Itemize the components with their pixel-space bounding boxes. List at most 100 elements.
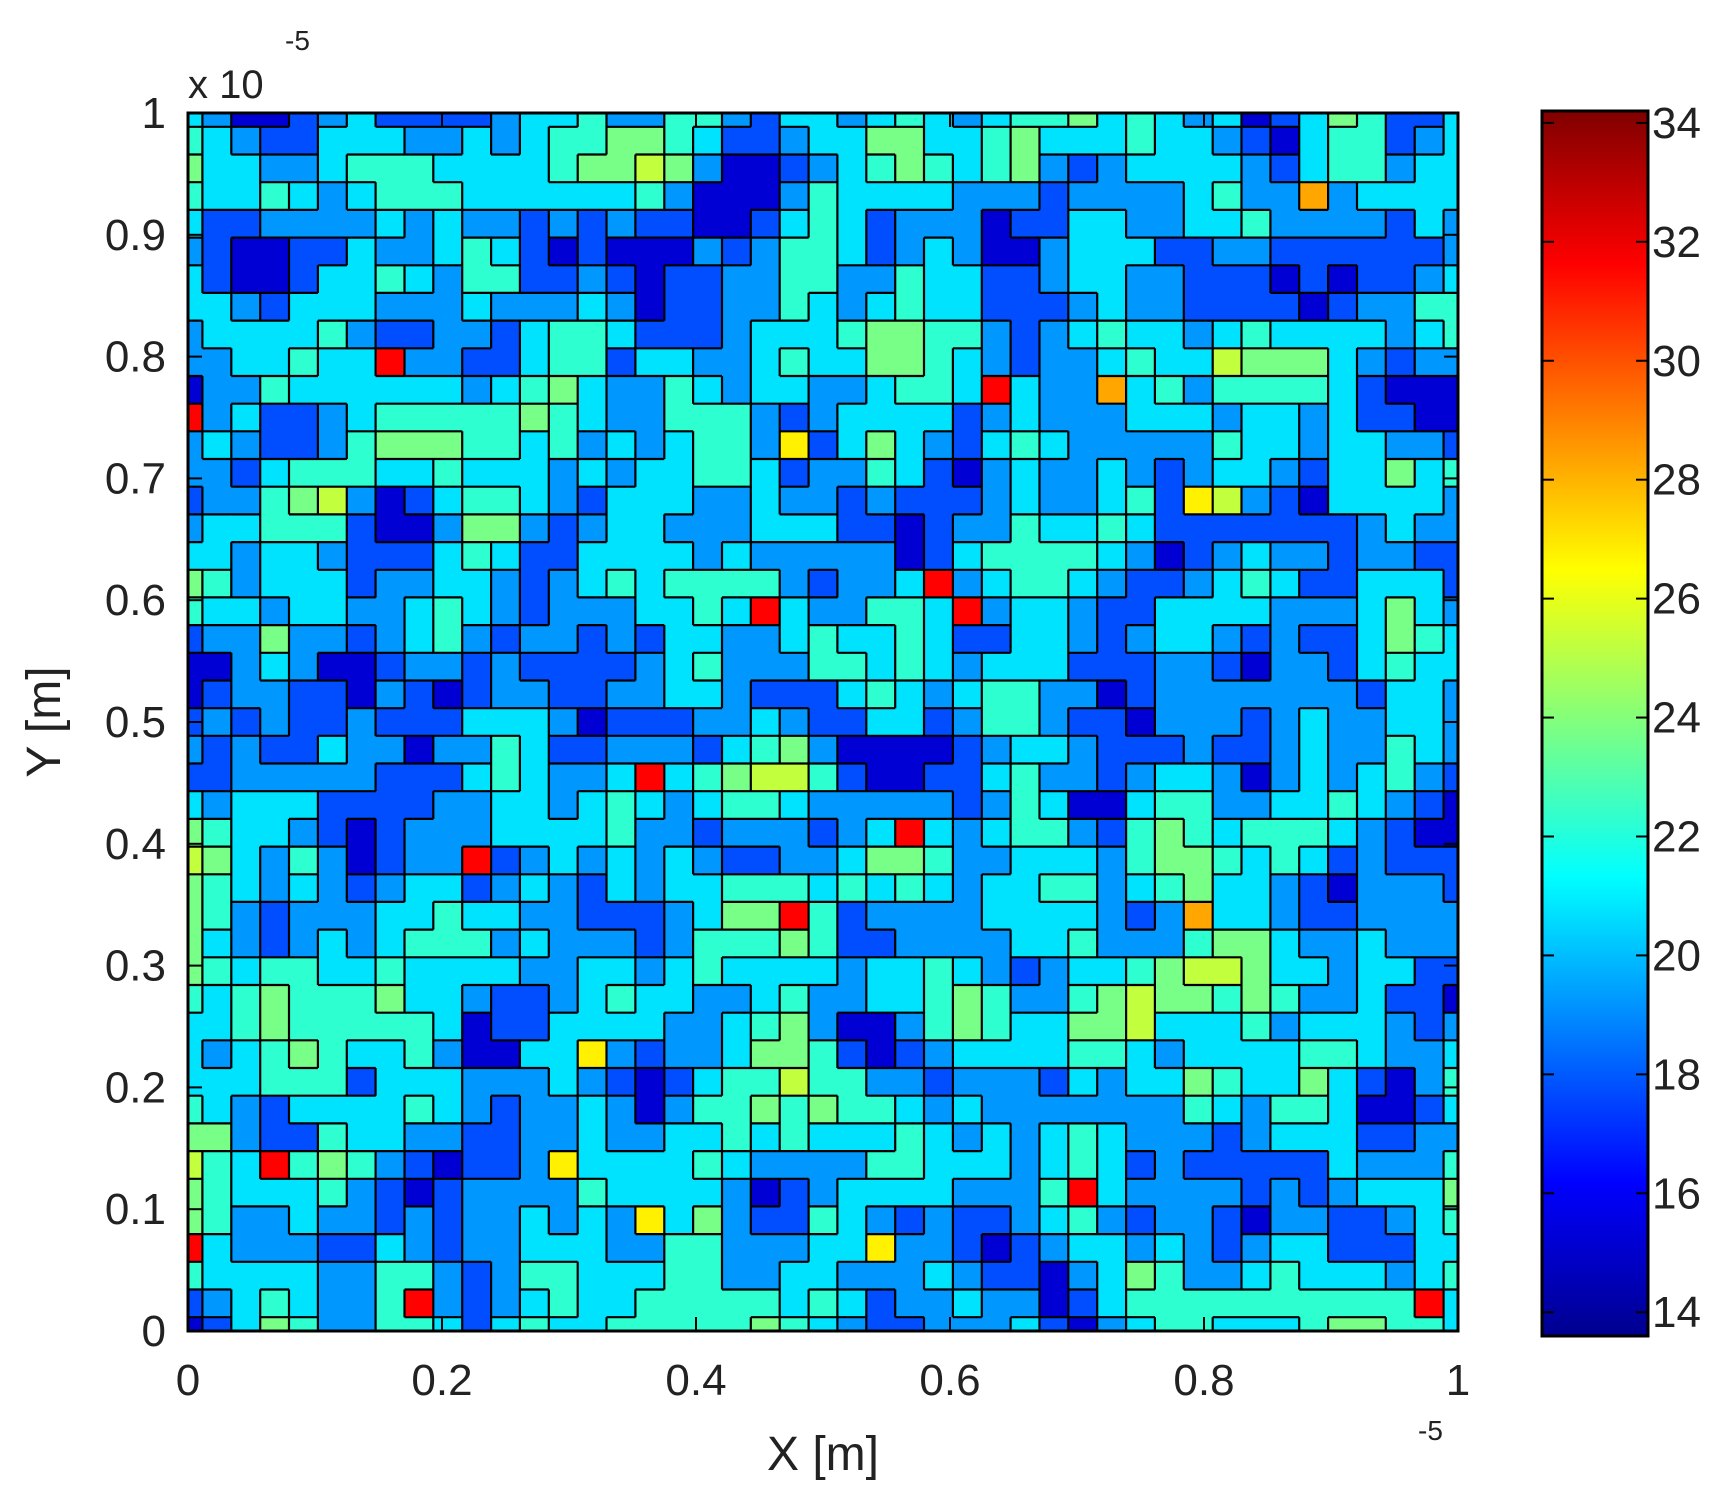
contour-cell <box>1443 542 1458 571</box>
contour-cell <box>519 929 550 958</box>
contour-cell <box>1414 113 1445 128</box>
contour-cell <box>404 708 434 737</box>
contour-cell <box>1097 459 1127 488</box>
contour-cell <box>375 763 406 792</box>
contour-cell <box>693 154 723 183</box>
contour-cell <box>404 763 434 792</box>
contour-cell <box>837 1178 867 1208</box>
contour-cell <box>750 957 781 986</box>
contour-cell <box>1010 182 1041 211</box>
contour-cell <box>866 929 896 958</box>
colorbar-tick-label: 18 <box>1652 1050 1701 1099</box>
contour-cell <box>1385 957 1416 986</box>
contour-cell <box>1068 1289 1098 1318</box>
contour-cell <box>491 846 521 875</box>
contour-cell <box>1414 1234 1445 1263</box>
contour-cell <box>1212 1040 1243 1069</box>
contour-cell <box>317 1040 348 1069</box>
contour-cell <box>1183 348 1214 377</box>
contour-cell <box>664 486 694 515</box>
contour-cell <box>1357 514 1387 543</box>
contour-cell <box>188 901 204 931</box>
contour-cell <box>606 1151 636 1180</box>
contour-cell <box>188 735 204 765</box>
contour-cell <box>1414 1317 1445 1331</box>
contour-cell <box>231 1234 261 1263</box>
contour-cell <box>1385 791 1416 820</box>
contour-cell <box>519 292 550 322</box>
contour-cell <box>924 1123 954 1152</box>
contour-cell <box>1443 486 1458 515</box>
contour-cell <box>1010 265 1041 294</box>
contour-cell <box>346 1289 377 1318</box>
contour-cell <box>952 1234 983 1263</box>
contour-cell <box>375 1095 406 1124</box>
contour-cell <box>1414 320 1445 349</box>
contour-cell <box>895 292 925 322</box>
contour-cell <box>1328 763 1358 792</box>
contour-cell <box>1414 929 1445 958</box>
contour-cell <box>1270 459 1300 488</box>
contour-cell <box>1068 985 1098 1014</box>
contour-cell <box>952 985 983 1014</box>
contour-cell <box>635 625 665 654</box>
contour-cell <box>260 542 290 571</box>
contour-cell <box>722 569 752 599</box>
contour-cell <box>491 1234 521 1263</box>
contour-cell <box>1443 569 1458 599</box>
contour-cell <box>1414 901 1445 931</box>
contour-cell <box>375 1317 406 1331</box>
contour-cell <box>1357 985 1387 1014</box>
contour-cell <box>895 542 925 571</box>
contour-cell <box>404 1289 434 1318</box>
contour-cell <box>1299 431 1329 460</box>
contour-cell <box>664 1206 694 1235</box>
contour-cell <box>1241 1261 1271 1291</box>
contour-cell <box>722 1261 752 1291</box>
contour-cell <box>1385 431 1416 460</box>
contour-cell <box>1241 818 1271 848</box>
contour-cell <box>231 901 261 931</box>
contour-cell <box>693 929 723 958</box>
contour-cell <box>866 1261 896 1291</box>
contour-cell <box>808 708 839 737</box>
contour-cell <box>188 1178 204 1208</box>
contour-cell <box>1039 1261 1069 1291</box>
contour-cell <box>1154 209 1185 239</box>
contour-cell <box>1212 182 1243 211</box>
contour-cell <box>952 459 983 488</box>
contour-cell <box>548 763 579 792</box>
contour-cell <box>750 597 781 626</box>
contour-cell <box>548 1095 579 1124</box>
plot-area <box>186 111 1460 1333</box>
contour-cell <box>202 625 232 654</box>
contour-cell <box>433 154 463 183</box>
contour-cell <box>1097 320 1127 349</box>
contour-cell <box>1154 486 1185 515</box>
contour-cell <box>1270 874 1300 903</box>
contour-cell <box>231 154 261 183</box>
contour-cell <box>519 735 550 765</box>
contour-cell <box>577 1206 608 1235</box>
contour-cell <box>1039 763 1069 792</box>
contour-cell <box>1010 431 1041 460</box>
contour-cell <box>1010 376 1041 405</box>
contour-cell <box>895 1095 925 1124</box>
contour-cell <box>1414 542 1445 571</box>
contour-cell <box>462 929 492 958</box>
contour-cell <box>1097 376 1127 405</box>
contour-cell <box>664 818 694 848</box>
contour-cell <box>693 680 723 709</box>
contour-cell <box>693 597 723 626</box>
contour-cell <box>1414 431 1445 460</box>
contour-cell <box>577 1289 608 1318</box>
contour-cell <box>317 597 348 626</box>
contour-cell <box>260 403 290 432</box>
contour-cell <box>231 1261 261 1291</box>
contour-cell <box>1241 514 1271 543</box>
contour-cell <box>924 1234 954 1263</box>
contour-cell <box>462 901 492 931</box>
contour-cell <box>577 403 608 432</box>
contour-cell <box>548 182 579 211</box>
contour-cell <box>1270 403 1300 432</box>
